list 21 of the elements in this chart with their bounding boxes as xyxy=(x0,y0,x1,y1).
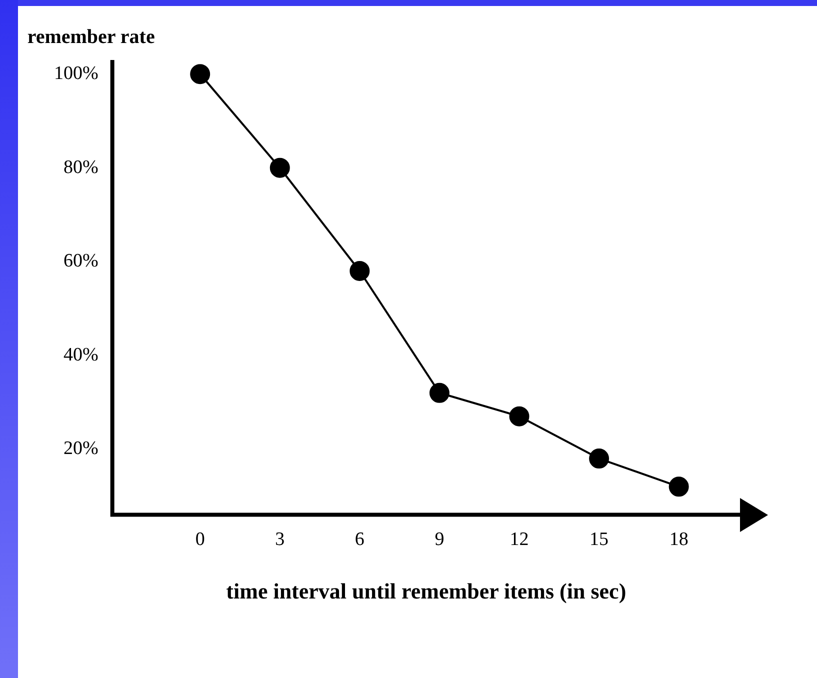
y-axis-title: remember rate xyxy=(27,26,155,48)
point xyxy=(350,260,370,281)
x-tick-label: 6 xyxy=(354,529,364,550)
y-tick-label: 20% xyxy=(64,438,98,460)
x-tick-label: 18 xyxy=(669,529,688,550)
x-tick-label: 3 xyxy=(275,529,285,550)
y-tick-label: 40% xyxy=(64,344,98,366)
y-tick-label: 80% xyxy=(64,156,98,178)
point xyxy=(190,64,210,84)
point xyxy=(668,476,689,497)
point xyxy=(429,382,450,403)
x-tick-label: 0 xyxy=(195,529,205,550)
y-tick-label: 100% xyxy=(54,63,98,84)
x-tick-label: 12 xyxy=(510,529,529,550)
point xyxy=(270,158,290,178)
point xyxy=(509,406,530,426)
point xyxy=(589,448,610,469)
x-tick-label: 9 xyxy=(434,529,444,550)
x-axis-title: time interval until remember items (in sec) xyxy=(226,578,626,604)
x-tick-label: 15 xyxy=(590,529,609,550)
y-tick-label: 60% xyxy=(64,250,98,272)
